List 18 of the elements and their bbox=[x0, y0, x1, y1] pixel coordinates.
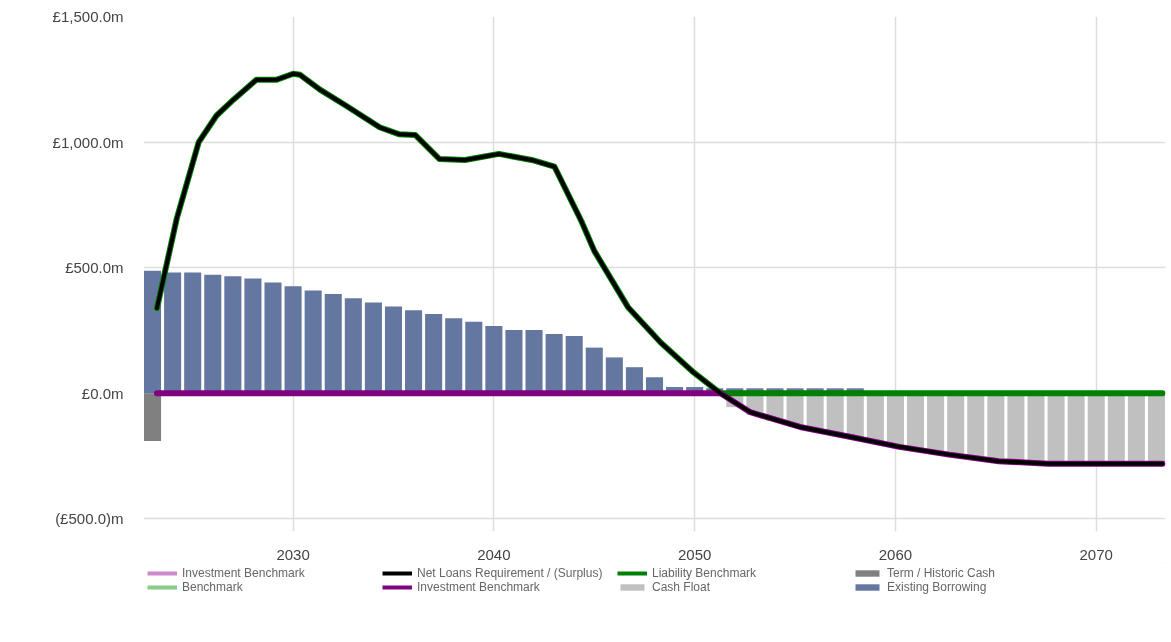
x-tick-label: 2060 bbox=[878, 545, 913, 563]
legend-label: Term / Historic Cash bbox=[887, 566, 997, 580]
legend-label: Investment Benchmark bbox=[417, 580, 541, 594]
y-tick-label: (£500.0)m bbox=[55, 510, 124, 528]
legend-label: Existing Borrowing bbox=[887, 580, 988, 594]
legend-label: Liability Benchmark bbox=[652, 566, 758, 580]
legend-label: Investment Benchmark bbox=[182, 566, 306, 580]
y-tick-label: £1,000.0m bbox=[52, 133, 124, 151]
y-tick-label: £500.0m bbox=[65, 259, 124, 277]
legend-label: Cash Float bbox=[652, 580, 712, 594]
legend-label: Benchmark bbox=[182, 580, 244, 594]
y-tick-label: £1,500.0m bbox=[52, 8, 124, 25]
x-tick-label: 2070 bbox=[1079, 545, 1113, 563]
y-tick-label: £0.0m bbox=[81, 384, 124, 402]
legend-label: Net Loans Requirement / (Surplus) bbox=[417, 566, 604, 580]
x-tick-label: 2050 bbox=[677, 545, 712, 563]
x-tick-label: 2040 bbox=[477, 545, 511, 563]
x-tick-label: 2030 bbox=[276, 545, 310, 563]
